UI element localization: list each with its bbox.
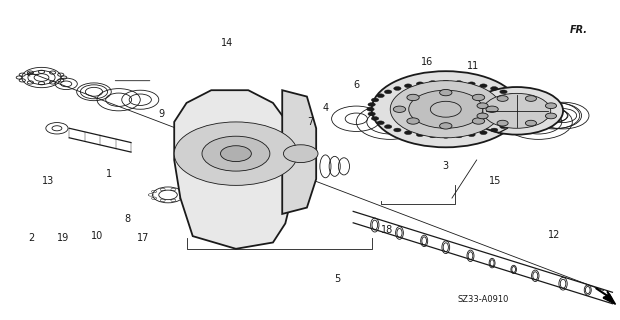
Circle shape — [546, 113, 557, 119]
Circle shape — [480, 131, 487, 135]
Circle shape — [393, 106, 405, 112]
Circle shape — [442, 134, 450, 138]
Circle shape — [429, 81, 436, 84]
Circle shape — [468, 133, 476, 137]
Circle shape — [384, 125, 392, 129]
Circle shape — [442, 80, 450, 84]
Text: 8: 8 — [125, 214, 131, 224]
Text: 18: 18 — [381, 225, 393, 235]
Circle shape — [417, 133, 423, 137]
Circle shape — [394, 87, 401, 90]
Circle shape — [372, 71, 520, 147]
Text: 12: 12 — [547, 229, 560, 240]
Circle shape — [371, 116, 379, 120]
Circle shape — [546, 103, 557, 108]
Circle shape — [407, 94, 419, 101]
Circle shape — [517, 107, 525, 111]
Text: 2: 2 — [28, 233, 34, 243]
Circle shape — [455, 134, 463, 138]
Polygon shape — [603, 294, 616, 304]
Text: 7: 7 — [307, 117, 313, 127]
Text: 15: 15 — [489, 176, 502, 186]
Circle shape — [477, 103, 488, 108]
Text: 5: 5 — [335, 274, 341, 284]
Circle shape — [440, 123, 452, 129]
Circle shape — [513, 116, 520, 120]
Circle shape — [480, 84, 487, 88]
Text: 17: 17 — [137, 233, 149, 243]
Circle shape — [516, 112, 524, 116]
Circle shape — [472, 118, 485, 124]
Circle shape — [500, 125, 507, 129]
Circle shape — [371, 98, 379, 102]
Text: 1: 1 — [107, 169, 112, 179]
Circle shape — [455, 81, 463, 84]
Text: 10: 10 — [91, 231, 103, 241]
Circle shape — [394, 128, 401, 132]
Circle shape — [174, 122, 298, 185]
Circle shape — [202, 136, 270, 171]
Circle shape — [377, 121, 384, 125]
Circle shape — [507, 94, 515, 98]
Circle shape — [486, 106, 498, 112]
Circle shape — [507, 121, 515, 125]
Text: 19: 19 — [57, 233, 69, 243]
Circle shape — [490, 87, 498, 90]
Circle shape — [417, 82, 423, 86]
Circle shape — [525, 96, 536, 101]
Circle shape — [525, 120, 536, 126]
Text: 4: 4 — [322, 103, 329, 113]
Text: 9: 9 — [159, 109, 165, 119]
Circle shape — [516, 103, 524, 107]
Text: 3: 3 — [443, 161, 449, 171]
Circle shape — [384, 90, 392, 94]
Text: 6: 6 — [353, 80, 360, 91]
Text: 11: 11 — [467, 61, 480, 71]
Text: FR.: FR. — [570, 25, 588, 35]
Circle shape — [483, 93, 551, 128]
Circle shape — [390, 81, 502, 138]
Circle shape — [377, 94, 384, 98]
Circle shape — [368, 103, 375, 107]
Circle shape — [497, 96, 508, 101]
Circle shape — [409, 90, 483, 128]
Circle shape — [471, 87, 563, 135]
Circle shape — [477, 113, 488, 119]
Circle shape — [407, 118, 419, 124]
PathPatch shape — [174, 90, 291, 249]
Text: 13: 13 — [42, 176, 54, 186]
PathPatch shape — [282, 90, 316, 214]
Circle shape — [283, 145, 318, 163]
Circle shape — [513, 98, 520, 102]
Text: 16: 16 — [421, 57, 433, 67]
Text: 14: 14 — [221, 38, 232, 48]
Circle shape — [221, 146, 251, 162]
Circle shape — [404, 131, 412, 135]
Circle shape — [500, 90, 507, 94]
Circle shape — [497, 120, 508, 126]
Circle shape — [404, 84, 412, 88]
Circle shape — [429, 134, 436, 138]
Text: SZ33-A0910: SZ33-A0910 — [457, 295, 508, 304]
Circle shape — [490, 128, 498, 132]
Circle shape — [367, 107, 374, 111]
Circle shape — [368, 112, 375, 116]
Circle shape — [468, 82, 476, 86]
Circle shape — [472, 94, 485, 101]
Circle shape — [440, 89, 452, 96]
